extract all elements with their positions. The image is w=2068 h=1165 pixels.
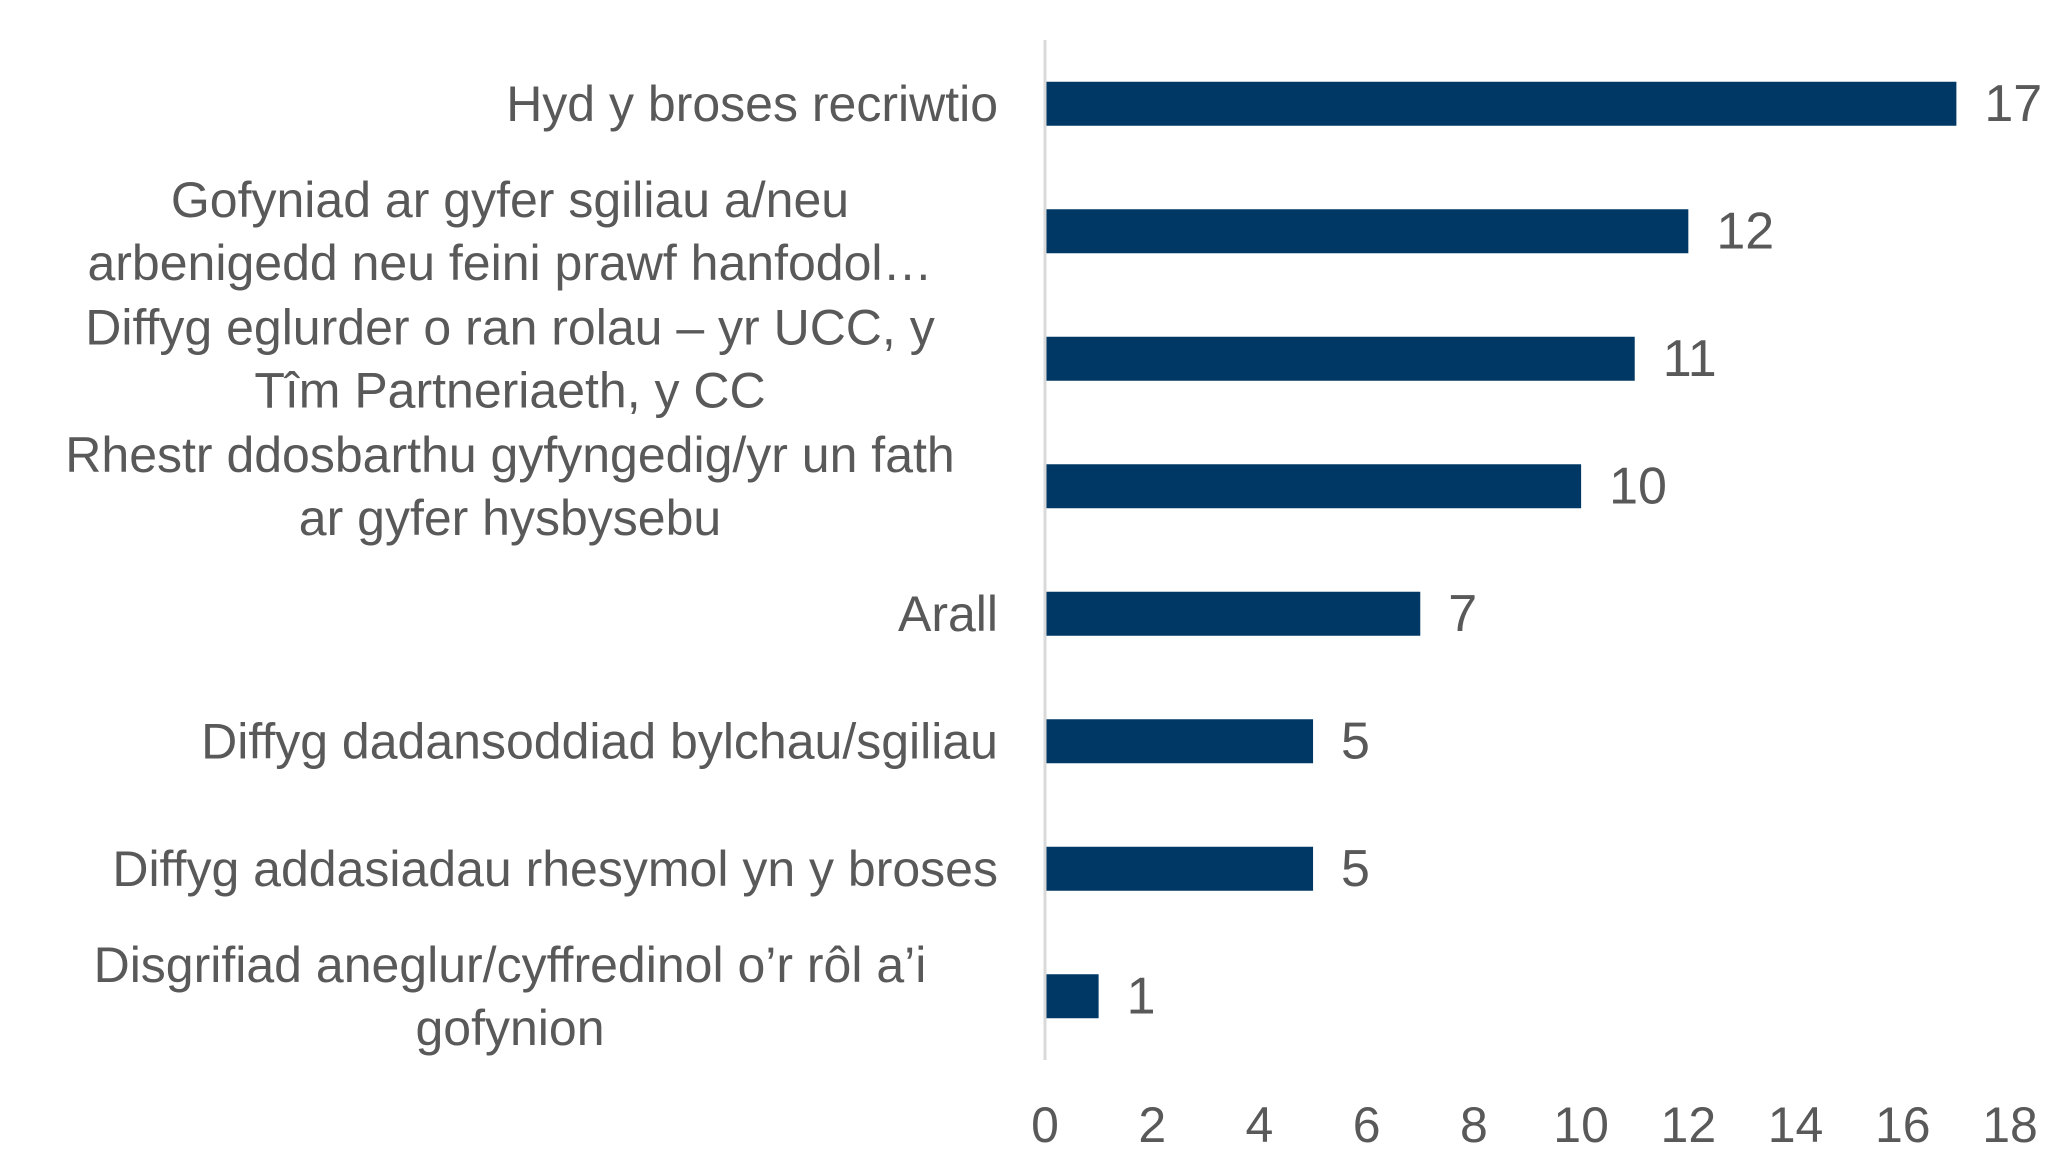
data-label: 1: [1127, 967, 1156, 1025]
bar: [1045, 336, 1635, 381]
category-label: Diffyg eglurder o ran rolau – yr UCC, y: [85, 299, 934, 355]
category-label: Rhestr ddosbarthu gyfyngedig/yr un fath: [65, 427, 954, 483]
data-label: 5: [1341, 840, 1370, 898]
bar: [1045, 209, 1689, 254]
category-label: ar gyfer hysbysebu: [299, 490, 721, 546]
category-label: Diffyg addasiadau rhesymol yn y broses: [112, 841, 998, 897]
category-label: Diffyg dadansoddiad bylchau/sgiliau: [201, 713, 998, 769]
bars: [1045, 81, 1957, 1019]
x-tick-label: 8: [1460, 1097, 1488, 1153]
category-label: Disgrifiad aneglur/cyffredinol o’r rôl a…: [94, 937, 927, 993]
bar: [1045, 464, 1582, 509]
bar: [1045, 974, 1099, 1019]
category-label: arbenigedd neu feini prawf hanfodol…: [87, 235, 932, 291]
category-label: Gofyniad ar gyfer sgiliau a/neu: [171, 172, 849, 228]
x-tick-label: 0: [1031, 1097, 1059, 1153]
axes: 0 2 4 6 8 10 12 14 16 18: [1031, 40, 2038, 1153]
bar: [1045, 81, 1957, 126]
category-label: gofynion: [415, 1000, 604, 1056]
category-label: Hyd y broses recriwtio: [506, 76, 998, 132]
x-tick-label: 4: [1246, 1097, 1274, 1153]
x-tick-label: 6: [1353, 1097, 1381, 1153]
x-tick-label: 10: [1553, 1097, 1609, 1153]
x-tick-label: 18: [1982, 1097, 2038, 1153]
data-label: 17: [1984, 75, 2042, 133]
x-tick-label: 2: [1138, 1097, 1166, 1153]
category-label: Tîm Partneriaeth, y CC: [254, 362, 765, 418]
bar: [1045, 591, 1421, 636]
category-label: Arall: [898, 586, 998, 642]
data-label: 5: [1341, 712, 1370, 770]
x-tick-label: 16: [1875, 1097, 1931, 1153]
data-label: 11: [1663, 330, 1717, 388]
x-tick-label: 14: [1768, 1097, 1824, 1153]
data-label: 12: [1716, 202, 1774, 260]
x-tick-label: 12: [1661, 1097, 1717, 1153]
data-label: 7: [1448, 585, 1477, 643]
bar: [1045, 719, 1314, 764]
bar: [1045, 846, 1314, 891]
data-label: 10: [1609, 457, 1667, 515]
